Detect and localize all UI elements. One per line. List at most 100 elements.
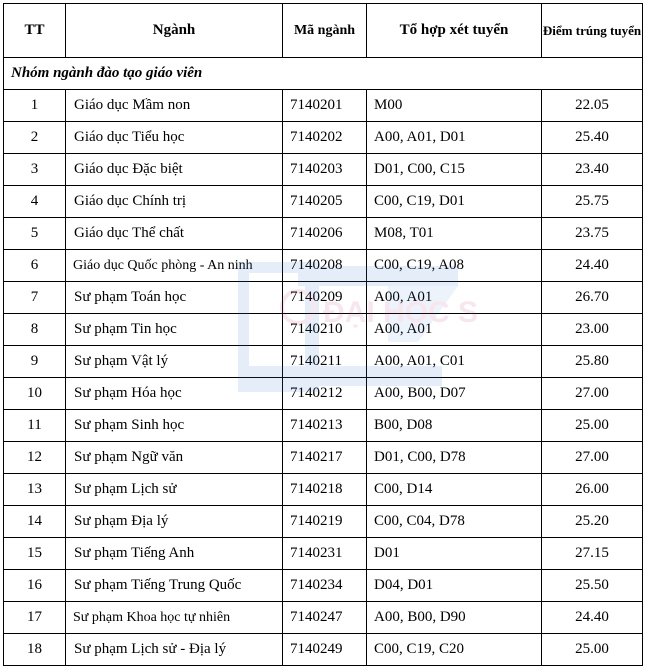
- cell-diem: 22.05: [541, 89, 643, 122]
- cell-to-hop: A00, A01, C01: [366, 345, 542, 378]
- admission-table-container: TT Ngành Mã ngành Tổ hợp xét tuyển Điểm …: [3, 3, 643, 666]
- cell-diem: 23.00: [541, 313, 643, 346]
- cell-ma-nganh: 7140234: [282, 569, 367, 602]
- cell-ma-nganh: 7140208: [282, 249, 367, 282]
- cell-tt: 9: [3, 345, 66, 378]
- admission-score-table: TT Ngành Mã ngành Tổ hợp xét tuyển Điểm …: [3, 3, 643, 666]
- cell-nganh: Sư phạm Tin học: [65, 313, 283, 346]
- cell-diem: 24.40: [541, 601, 643, 634]
- cell-nganh: Sư phạm Tiếng Trung Quốc: [65, 569, 283, 602]
- cell-nganh: Sư phạm Vật lý: [65, 345, 283, 378]
- cell-ma-nganh: 7140217: [282, 441, 367, 474]
- cell-to-hop: D01, C00, C15: [366, 153, 542, 186]
- cell-tt: 6: [3, 249, 66, 282]
- table-row: 1 Giáo dục Mầm non 7140201 M00 22.05: [3, 89, 643, 122]
- table-row: 6 Giáo dục Quốc phòng - An ninh 7140208 C00…: [3, 249, 643, 282]
- cell-ma-nganh: 7140210: [282, 313, 367, 346]
- cell-nganh: Giáo dục Thể chất: [65, 217, 283, 250]
- table-row: 2 Giáo dục Tiểu học 7140202 A00, A01, D01 25…: [3, 121, 643, 154]
- table-row: 3 Giáo dục Đặc biệt 7140203 D01, C00, C15 23…: [3, 153, 643, 186]
- cell-nganh: Sư phạm Toán học: [65, 281, 283, 314]
- header-nganh: Ngành: [65, 3, 283, 58]
- cell-tt: 15: [3, 537, 66, 570]
- table-row: 8 Sư phạm Tin học 7140210 A00, A01 23.00: [3, 313, 643, 346]
- group-title: Nhóm ngành đào tạo giáo viên: [3, 57, 643, 90]
- table-row: 9 Sư phạm Vật lý 7140211 A00, A01, C01 25.80: [3, 345, 643, 378]
- cell-ma-nganh: 7140205: [282, 185, 367, 218]
- cell-diem: 25.80: [541, 345, 643, 378]
- table-row: 10 Sư phạm Hóa học 7140212 A00, B00, D07 27.…: [3, 377, 643, 410]
- cell-ma-nganh: 7140201: [282, 89, 367, 122]
- cell-to-hop: A00, A01: [366, 281, 542, 314]
- cell-to-hop: C00, C19, C20: [366, 633, 542, 666]
- cell-diem: 23.75: [541, 217, 643, 250]
- cell-nganh: Sư phạm Lịch sử - Địa lý: [65, 633, 283, 666]
- cell-nganh: Sư phạm Tiếng Anh: [65, 537, 283, 570]
- table-row: 18 Sư phạm Lịch sử - Địa lý 7140249 C00, C1…: [3, 633, 643, 666]
- table-row: 11 Sư phạm Sinh học 7140213 B00, D08 25.00: [3, 409, 643, 442]
- cell-to-hop: B00, D08: [366, 409, 542, 442]
- cell-to-hop: M00: [366, 89, 542, 122]
- cell-nganh: Sư phạm Địa lý: [65, 505, 283, 538]
- cell-to-hop: A00, B00, D90: [366, 601, 542, 634]
- cell-diem: 26.70: [541, 281, 643, 314]
- cell-ma-nganh: 7140203: [282, 153, 367, 186]
- table-header-row: TT Ngành Mã ngành Tổ hợp xét tuyển Điểm …: [3, 3, 643, 58]
- cell-tt: 3: [3, 153, 66, 186]
- cell-diem: 25.40: [541, 121, 643, 154]
- cell-ma-nganh: 7140219: [282, 505, 367, 538]
- table-row: 15 Sư phạm Tiếng Anh 7140231 D01 27.15: [3, 537, 643, 570]
- cell-tt: 12: [3, 441, 66, 474]
- header-tt: TT: [3, 3, 66, 58]
- cell-nganh: Sư phạm Ngữ văn: [65, 441, 283, 474]
- cell-nganh: Sư phạm Sinh học: [65, 409, 283, 442]
- group-row: Nhóm ngành đào tạo giáo viên: [3, 57, 643, 90]
- cell-tt: 4: [3, 185, 66, 218]
- table-row: 17 Sư phạm Khoa học tự nhiên 7140247 A00, B…: [3, 601, 643, 634]
- cell-to-hop: A00, A01, D01: [366, 121, 542, 154]
- cell-tt: 11: [3, 409, 66, 442]
- cell-ma-nganh: 7140247: [282, 601, 367, 634]
- cell-to-hop: A00, B00, D07: [366, 377, 542, 410]
- cell-ma-nganh: 7140206: [282, 217, 367, 250]
- header-ma-nganh: Mã ngành: [282, 3, 367, 58]
- cell-ma-nganh: 7140209: [282, 281, 367, 314]
- cell-ma-nganh: 7140211: [282, 345, 367, 378]
- cell-ma-nganh: 7140212: [282, 377, 367, 410]
- cell-diem: 25.20: [541, 505, 643, 538]
- cell-nganh: Sư phạm Khoa học tự nhiên: [65, 601, 283, 634]
- cell-diem: 24.40: [541, 249, 643, 282]
- header-diem: Điểm trúng tuyển: [541, 3, 643, 58]
- cell-tt: 1: [3, 89, 66, 122]
- cell-to-hop: C00, C04, D78: [366, 505, 542, 538]
- cell-to-hop: A00, A01: [366, 313, 542, 346]
- table-row: 16 Sư phạm Tiếng Trung Quốc 7140234 D04, D0…: [3, 569, 643, 602]
- cell-to-hop: C00, C19, A08: [366, 249, 542, 282]
- cell-tt: 14: [3, 505, 66, 538]
- table-row: 14 Sư phạm Địa lý 7140219 C00, C04, D78 25.2…: [3, 505, 643, 538]
- table-row: 4 Giáo dục Chính trị 7140205 C00, C19, D01 2…: [3, 185, 643, 218]
- cell-diem: 23.40: [541, 153, 643, 186]
- cell-diem: 27.00: [541, 377, 643, 410]
- cell-tt: 2: [3, 121, 66, 154]
- table-row: 7 Sư phạm Toán học 7140209 A00, A01 26.70: [3, 281, 643, 314]
- cell-tt: 10: [3, 377, 66, 410]
- table-row: 13 Sư phạm Lịch sử 7140218 C00, D14 26.00: [3, 473, 643, 506]
- cell-nganh: Giáo dục Mầm non: [65, 89, 283, 122]
- cell-nganh: Giáo dục Tiểu học: [65, 121, 283, 154]
- cell-ma-nganh: 7140202: [282, 121, 367, 154]
- cell-ma-nganh: 7140231: [282, 537, 367, 570]
- cell-tt: 18: [3, 633, 66, 666]
- table-row: 12 Sư phạm Ngữ văn 7140217 D01, C00, D78 27.…: [3, 441, 643, 474]
- cell-to-hop: D04, D01: [366, 569, 542, 602]
- cell-tt: 16: [3, 569, 66, 602]
- cell-to-hop: D01: [366, 537, 542, 570]
- cell-diem: 25.00: [541, 409, 643, 442]
- cell-nganh: Giáo dục Chính trị: [65, 185, 283, 218]
- cell-nganh: Giáo dục Đặc biệt: [65, 153, 283, 186]
- cell-to-hop: C00, D14: [366, 473, 542, 506]
- header-to-hop: Tổ hợp xét tuyển: [366, 3, 542, 58]
- cell-ma-nganh: 7140218: [282, 473, 367, 506]
- cell-diem: 25.75: [541, 185, 643, 218]
- cell-diem: 27.00: [541, 441, 643, 474]
